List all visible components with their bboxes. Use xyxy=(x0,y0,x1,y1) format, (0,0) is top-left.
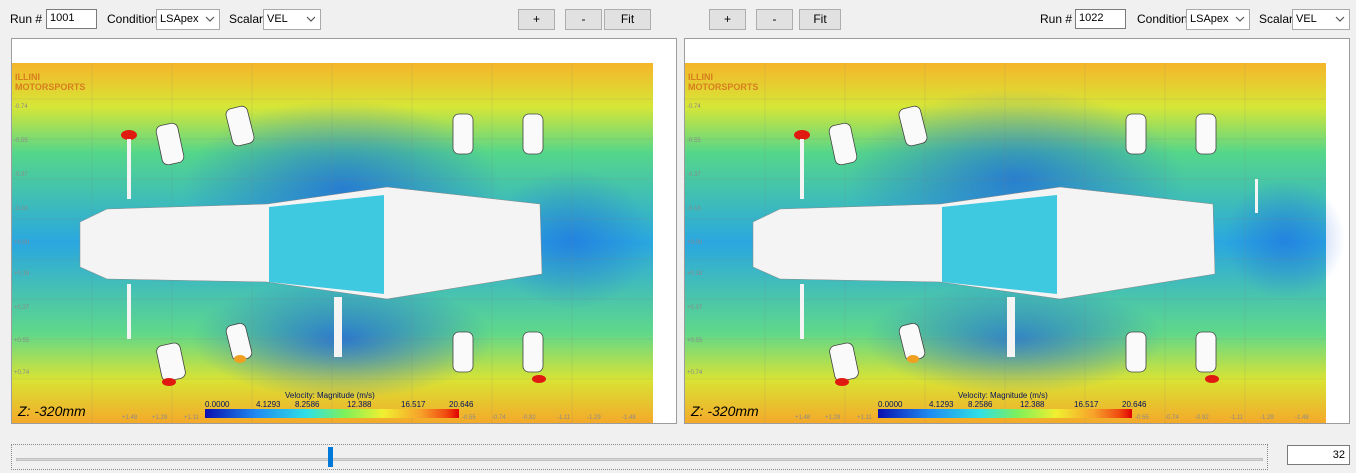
svg-text:+0.74: +0.74 xyxy=(14,370,30,376)
left-velocity-contour-plot: -0.74 -0.55 -0.37 -0.18 +0.00 +0.18 +0.37 +0.… xyxy=(12,63,653,423)
left-cbar-tick-5: 20.646 xyxy=(449,400,474,409)
right-scalar-value: VEL xyxy=(1296,13,1317,25)
svg-text:+0.37: +0.37 xyxy=(687,305,703,311)
slider-track[interactable] xyxy=(16,458,1263,461)
right-logo: ILLINI MOTORSPORTS xyxy=(688,72,759,92)
svg-text:-1.29: -1.29 xyxy=(587,415,601,421)
left-cbar-tick-0: 0.0000 xyxy=(205,400,230,409)
svg-text:+0.74: +0.74 xyxy=(687,370,703,376)
svg-text:-0.37: -0.37 xyxy=(687,172,701,178)
svg-text:-0.18: -0.18 xyxy=(687,206,701,212)
left-scalar-label: Scalar xyxy=(229,12,264,26)
svg-text:-1.11: -1.11 xyxy=(1230,415,1244,421)
right-scalar-select[interactable]: VEL xyxy=(1292,9,1350,30)
left-condition-value: LSApex xyxy=(160,13,199,25)
slice-slider[interactable] xyxy=(11,444,1268,470)
chevron-down-icon xyxy=(205,16,215,22)
right-cbar-tick-5: 20.646 xyxy=(1122,400,1147,409)
slider-thumb[interactable] xyxy=(327,447,333,467)
chevron-down-icon xyxy=(1235,16,1245,22)
left-fit-button[interactable]: Fit xyxy=(604,9,651,30)
chevron-down-icon xyxy=(1335,16,1345,22)
svg-text:-0.74: -0.74 xyxy=(14,104,28,110)
svg-text:-1.48: -1.48 xyxy=(1295,415,1309,421)
svg-text:-1.48: -1.48 xyxy=(622,415,636,421)
right-cbar-tick-2: 8.2586 xyxy=(968,400,993,409)
svg-text:-0.92: -0.92 xyxy=(522,415,536,421)
left-run-label: Run # xyxy=(10,12,43,26)
chevron-down-icon xyxy=(306,16,316,22)
svg-text:+1.11: +1.11 xyxy=(857,415,872,421)
svg-text:+1.11: +1.11 xyxy=(184,415,199,421)
svg-text:+1.29: +1.29 xyxy=(825,415,841,421)
right-run-label: Run # xyxy=(1040,12,1073,26)
svg-text:+0.00: +0.00 xyxy=(14,240,30,246)
svg-text:-1.29: -1.29 xyxy=(1260,415,1274,421)
left-cbar-tick-3: 12.388 xyxy=(347,400,372,409)
svg-text:-1.11: -1.11 xyxy=(557,415,571,421)
left-logo: ILLINI MOTORSPORTS xyxy=(15,72,86,92)
right-scalar-label: Scalar xyxy=(1259,12,1294,26)
left-colorbar-title: Velocity: Magnitude (m/s) xyxy=(285,391,375,400)
left-cfd-viewport[interactable]: -0.74 -0.55 -0.37 -0.18 +0.00 +0.18 +0.37 +0.… xyxy=(11,38,677,424)
left-z-label: Z: -320mm xyxy=(18,403,86,419)
slice-index-field[interactable]: 32 xyxy=(1287,445,1350,465)
right-cbar-tick-4: 16.517 xyxy=(1074,400,1099,409)
left-condition-select[interactable]: LSApex xyxy=(156,9,220,30)
svg-text:+0.55: +0.55 xyxy=(14,338,30,344)
right-condition-label: Condition xyxy=(1137,12,1188,26)
right-cfd-viewport[interactable]: -0.74 -0.55 -0.37 -0.18 +0.00 +0.18 +0.37 +0.… xyxy=(684,38,1350,424)
left-run-input[interactable]: 1001 xyxy=(46,9,97,29)
svg-text:+0.18: +0.18 xyxy=(687,271,703,277)
svg-text:-0.74: -0.74 xyxy=(1165,415,1179,421)
svg-text:+0.37: +0.37 xyxy=(14,305,30,311)
svg-text:-0.55: -0.55 xyxy=(1135,415,1149,421)
left-zoom-in-button[interactable]: + xyxy=(518,9,555,30)
svg-text:+1.29: +1.29 xyxy=(152,415,168,421)
svg-text:+1.48: +1.48 xyxy=(795,415,811,421)
right-colorbar-title: Velocity: Magnitude (m/s) xyxy=(958,391,1048,400)
right-condition-value: LSApex xyxy=(1190,13,1229,25)
left-cbar-tick-2: 8.2586 xyxy=(295,400,320,409)
right-zoom-in-button[interactable]: + xyxy=(709,9,746,30)
right-fit-button[interactable]: Fit xyxy=(799,9,841,30)
left-scalar-select[interactable]: VEL xyxy=(263,9,321,30)
svg-text:-0.92: -0.92 xyxy=(1195,415,1209,421)
svg-text:-0.55: -0.55 xyxy=(462,415,476,421)
svg-text:+0.55: +0.55 xyxy=(687,338,703,344)
left-condition-label: Condition xyxy=(107,12,158,26)
left-cbar-tick-4: 16.517 xyxy=(401,400,426,409)
svg-text:-0.74: -0.74 xyxy=(687,104,701,110)
left-scalar-value: VEL xyxy=(267,13,288,25)
right-cbar-tick-0: 0.0000 xyxy=(878,400,903,409)
svg-text:+0.00: +0.00 xyxy=(687,240,703,246)
right-cbar-tick-1: 4.1293 xyxy=(929,400,954,409)
right-condition-select[interactable]: LSApex xyxy=(1186,9,1250,30)
toolbar: Run # 1001 Condition LSApex Scalar VEL +… xyxy=(0,0,1356,38)
svg-text:-0.55: -0.55 xyxy=(14,138,28,144)
svg-text:-0.74: -0.74 xyxy=(492,415,506,421)
svg-text:-0.18: -0.18 xyxy=(14,206,28,212)
svg-text:-0.55: -0.55 xyxy=(687,138,701,144)
left-cbar-tick-1: 4.1293 xyxy=(256,400,281,409)
svg-text:-0.37: -0.37 xyxy=(14,172,28,178)
right-run-input[interactable]: 1022 xyxy=(1075,9,1126,29)
right-cbar-tick-3: 12.388 xyxy=(1020,400,1045,409)
svg-text:+1.48: +1.48 xyxy=(122,415,138,421)
right-z-label: Z: -320mm xyxy=(691,403,759,419)
svg-text:+0.18: +0.18 xyxy=(14,271,30,277)
right-velocity-contour-plot: -0.74 -0.55 -0.37 -0.18 +0.00 +0.18 +0.37 +0.… xyxy=(685,63,1345,423)
left-zoom-out-button[interactable]: - xyxy=(565,9,602,30)
right-zoom-out-button[interactable]: - xyxy=(756,9,793,30)
